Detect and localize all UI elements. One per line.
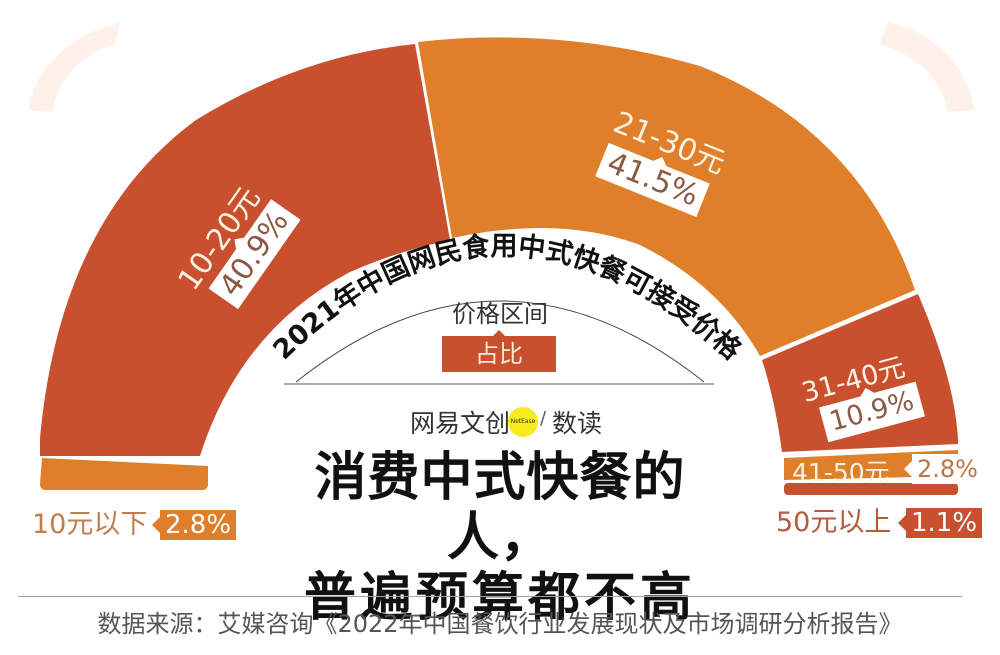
segment-pct-41-50: 2.8% (904, 454, 983, 484)
corner-decoration-left (28, 22, 120, 112)
brand-name: 网易文创 (410, 409, 511, 438)
segment-under-10 (40, 458, 208, 490)
brand-slash: / (540, 408, 547, 429)
headline-line-2: 普遍预算都不高 (303, 568, 696, 628)
inner-arc (295, 300, 705, 383)
corner-decoration-right (880, 22, 975, 112)
segment-label-over-50: 50元以上 (776, 507, 892, 538)
brand-column: 数读 (552, 409, 603, 438)
segment-label-under-10: 10元以下 (32, 509, 148, 540)
key-category-label: 价格区间 (452, 300, 548, 328)
segment-label-41-50: 41-50元 (792, 458, 890, 487)
headline: 消费中式快餐的人， 普遍预算都不高 (270, 448, 730, 628)
data-source: 数据来源：艾媒咨询《2022年中国餐饮行业发展现状及市场调研分析报告》 (97, 610, 903, 638)
netease-dot-icon: NetEase (508, 407, 538, 437)
headline-line-1: 消费中式快餐的人， (314, 448, 686, 568)
segment-pct-under-10: 2.8% (151, 510, 237, 540)
segment-over-50 (784, 483, 958, 495)
brand-logo: 网易文创 NetEase / 数读 (410, 404, 610, 440)
key-value-badge: 占比 (442, 330, 556, 372)
footer-divider (18, 596, 962, 597)
segment-pct-over-50: 1.1% (897, 508, 983, 538)
